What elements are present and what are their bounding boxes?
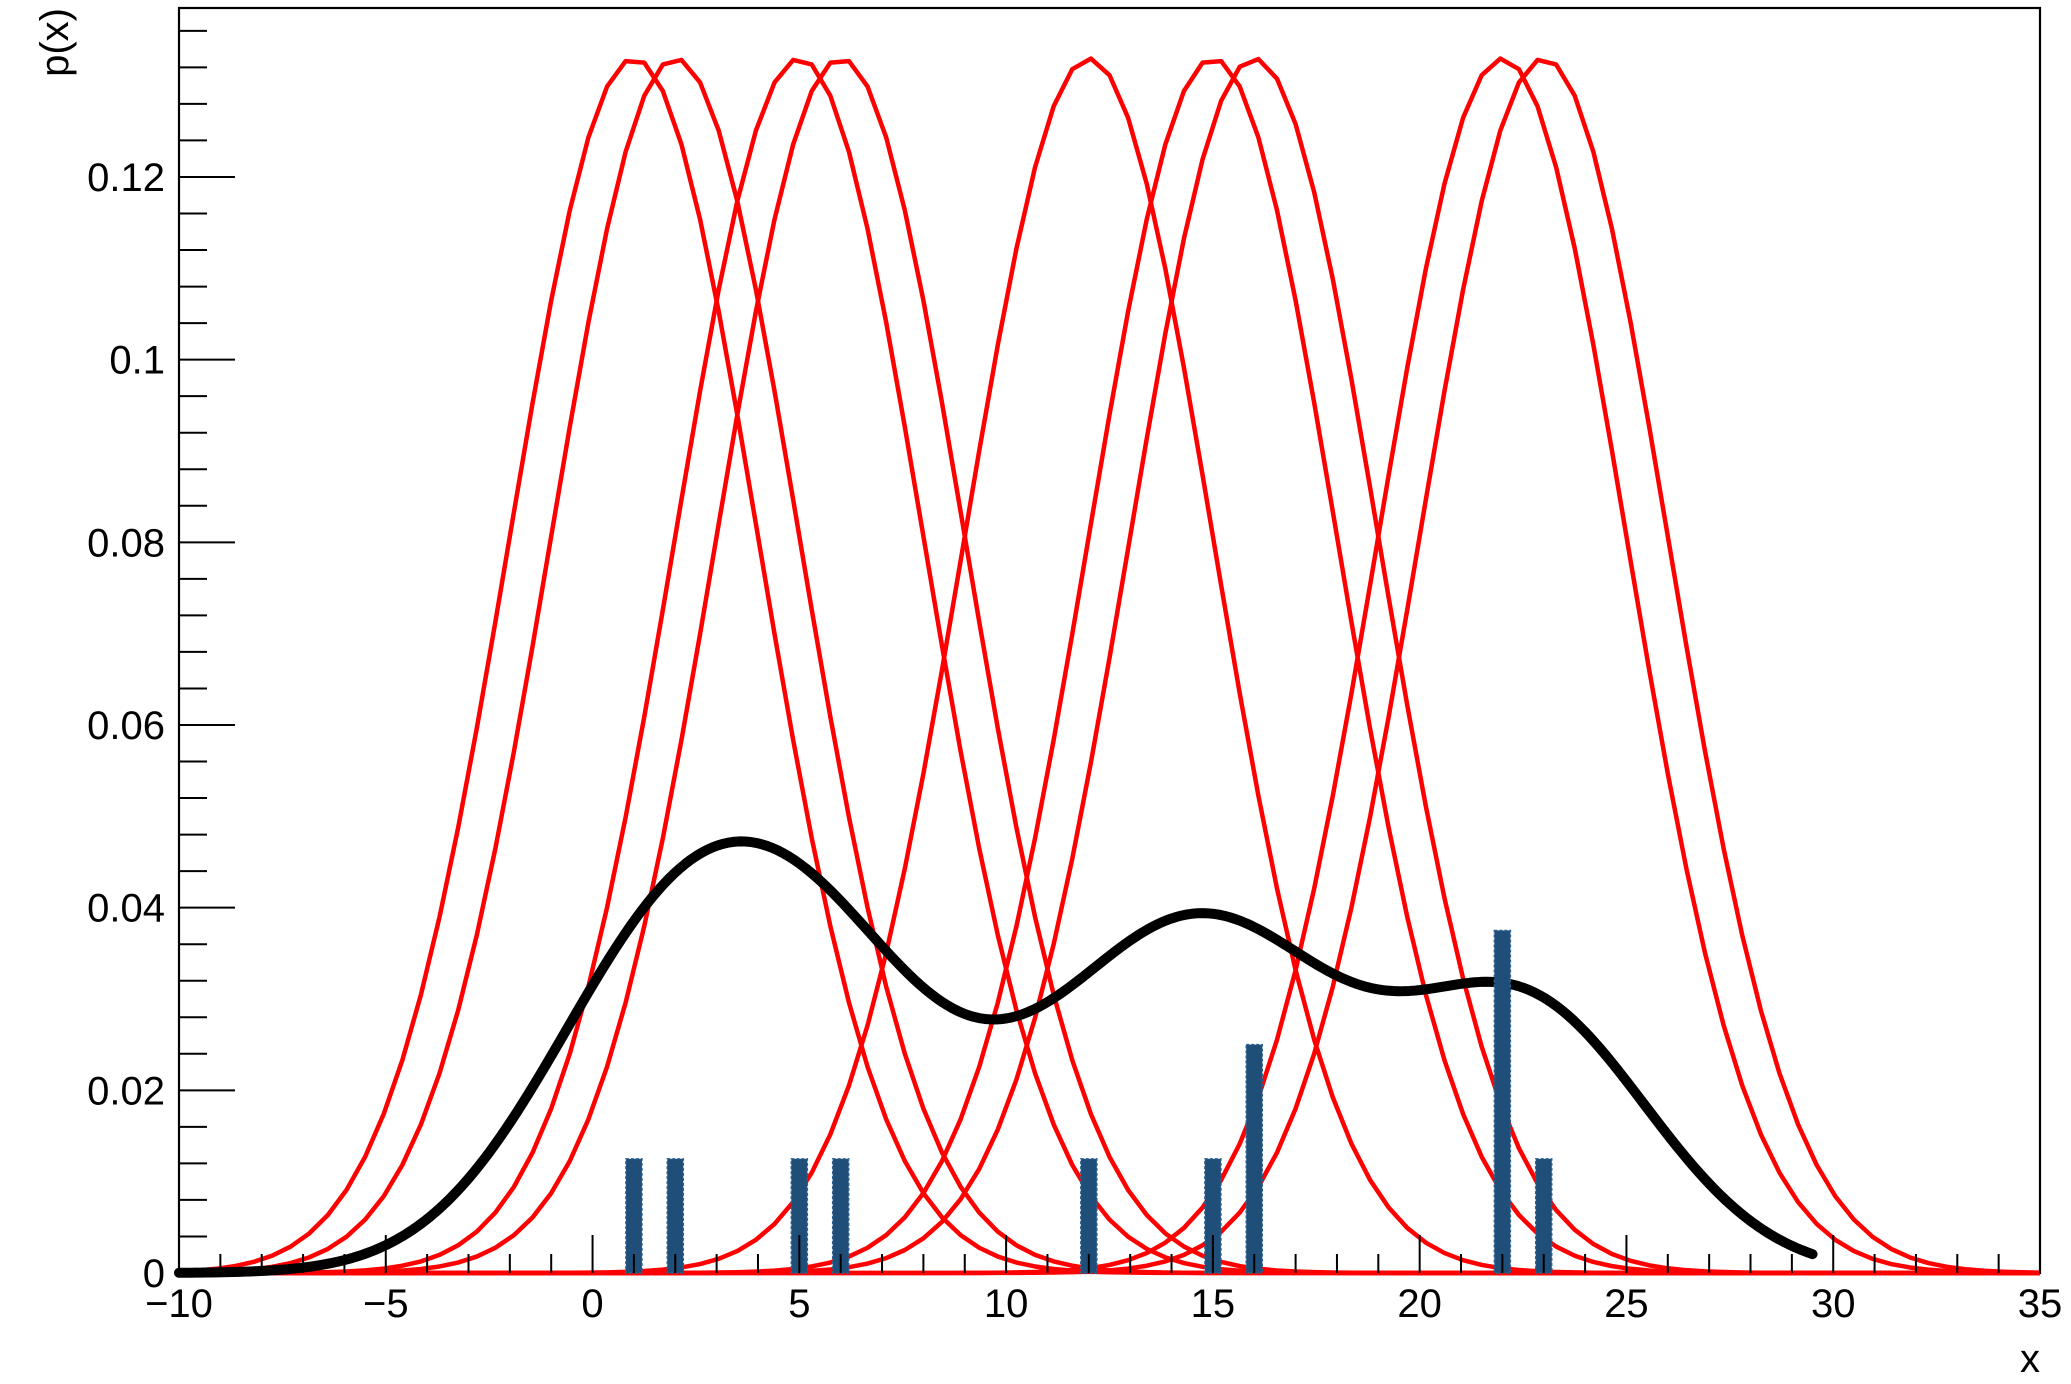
data-point-marker-5 [1080, 1158, 1098, 1274]
plot-frame [177, 6, 2042, 1275]
y-tick-label: 0 [143, 1252, 165, 1296]
data-point-marker-1 [625, 1158, 643, 1274]
y-tick-label: 0.04 [87, 887, 165, 931]
x-tick-label: 0 [581, 1282, 603, 1326]
x-tick-label: 15 [1191, 1282, 1236, 1326]
axes-layer: −10 −5 0 5 10 15 20 25 30 35 0 0.02 0.04 0.06 0.08 0.1 0… [87, 29, 2063, 1326]
y-tick-label: 0.02 [87, 1069, 165, 1113]
kernel-curve-9 [179, 57, 2041, 1276]
y-tick-label: 0.1 [109, 339, 165, 383]
x-tick-label: 10 [984, 1282, 1029, 1326]
x-tick-label: 30 [1811, 1282, 1856, 1326]
x-tick-label: 25 [1604, 1282, 1649, 1326]
x-tick-label: −10 [145, 1282, 213, 1326]
curves-layer [174, 56, 2041, 1278]
x-tick-label: 5 [788, 1282, 810, 1326]
data-point-marker-8 [1493, 929, 1512, 1274]
density-curve [174, 836, 1818, 1278]
data-point-marker-6 [1204, 1158, 1222, 1274]
y-axis-label: p(x) [33, 8, 77, 77]
x-tick-label: 20 [1397, 1282, 1442, 1326]
x-tick-label: 35 [2018, 1282, 2063, 1326]
y-tick-label: 0.08 [87, 521, 165, 565]
plot-area [177, 6, 2042, 1275]
data-point-marker-3 [790, 1158, 809, 1274]
data-point-marker-7 [1245, 1043, 1263, 1274]
data-point-marker-2 [666, 1158, 685, 1274]
markers-layer [625, 929, 1553, 1274]
data-point-marker-9 [1534, 1158, 1553, 1274]
y-tick-label: 0.12 [87, 156, 165, 200]
x-axis-label: x [2020, 1337, 2040, 1379]
y-tick-label: 0.06 [87, 704, 165, 748]
data-point-marker-4 [831, 1158, 850, 1274]
x-tick-label: −5 [363, 1282, 409, 1326]
